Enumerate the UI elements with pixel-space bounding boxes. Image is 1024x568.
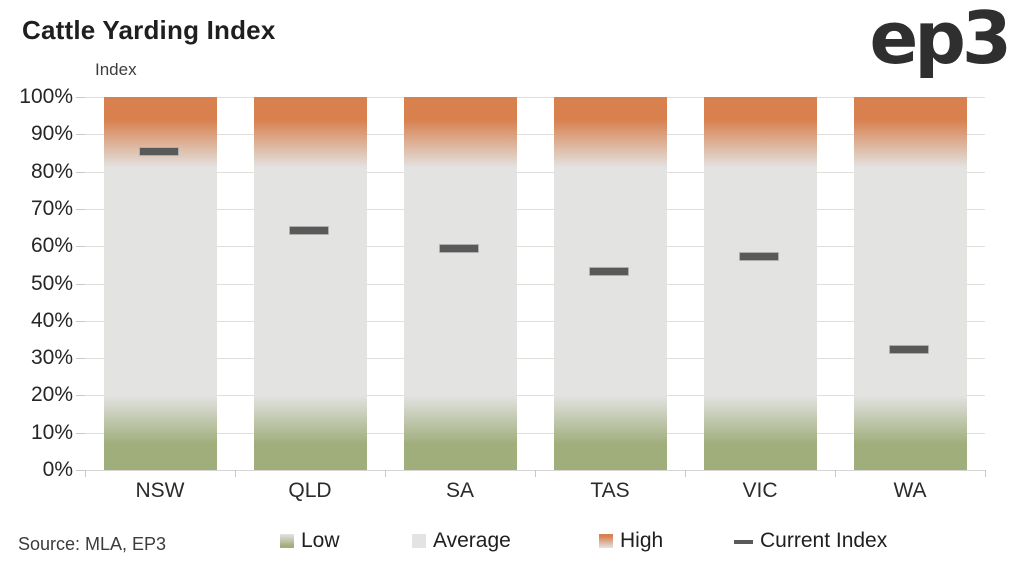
legend-item-low: Low [280,527,340,555]
gridline-20 [85,395,985,397]
x-tick-mark [385,470,386,477]
y-axis-title: Index [95,60,137,79]
gridline-80 [85,171,985,173]
gridline-70 [85,208,985,210]
y-tick-label-90: 90% [30,122,73,146]
high-swatch-icon [599,534,613,548]
current-index-dash-icon [734,539,753,544]
y-tick-mark [76,134,85,136]
x-tick-mark [235,470,236,477]
gridline-30 [85,358,985,360]
gridline-50 [85,283,985,285]
x-tick-mark [985,470,986,477]
x-axis-label-qld: QLD [288,479,332,502]
y-tick-label-10: 10% [30,420,73,444]
legend-label-low: Low [301,529,340,552]
y-tick-label-20: 20% [30,383,73,407]
y-tick-mark [76,395,85,397]
y-tick-mark [76,358,85,360]
y-tick-label-40: 40% [30,308,73,332]
x-axis-label-vic: VIC [742,479,778,502]
y-tick-mark [76,171,85,173]
gridline-90 [85,134,985,136]
y-tick-mark [76,246,85,248]
current-index-marker-wa [889,345,929,355]
band-bar-sa [403,97,517,470]
current-index-marker-vic [739,251,779,261]
y-tick-label-60: 60% [30,234,73,258]
y-tick-label-50: 50% [30,271,73,295]
y-tick-label-0: 0% [42,458,73,481]
legend: Low Average High Current Index [0,527,1024,555]
gridline-100 [85,97,985,98]
legend-item-average: Average [412,527,511,555]
x-axis-label-wa: WA [893,479,927,502]
y-tick-mark [76,432,85,434]
chart-title: Cattle Yarding Index [22,15,276,45]
gridline-40 [85,320,985,322]
legend-label-average: Average [433,529,511,552]
y-tick-mark [76,320,85,322]
x-tick-mark [535,470,536,477]
legend-label-high: High [620,529,664,552]
x-tick-mark [685,470,686,477]
x-axis-label-sa: SA [445,479,474,502]
y-tick-label-70: 70% [30,196,73,220]
legend-label-current-index: Current Index [760,529,888,552]
y-tick-mark [76,283,85,285]
legend-item-current-index: Current Index [734,527,887,555]
gridline-60 [85,246,985,248]
average-swatch-icon [412,534,426,548]
band-bar-qld [253,97,367,470]
gridline-10 [85,432,985,434]
y-tick-mark [76,208,85,210]
y-tick-label-80: 80% [30,159,73,183]
current-index-marker-nsw [139,147,179,157]
x-tick-mark [85,470,86,477]
x-axis-label-tas: TAS [590,479,630,502]
y-tick-mark [76,470,85,471]
current-index-marker-qld [289,225,329,235]
band-bar-nsw [103,97,217,470]
x-tick-mark [835,470,836,477]
plot-area: 0% 10% 20% 30% 40% 50% 60% 70% 80% 90% 100% [19,85,986,481]
x-axis-label-nsw: NSW [135,479,185,502]
band-bar-wa [853,97,967,470]
current-index-marker-sa [439,244,479,254]
y-tick-label-100: 100% [19,85,73,108]
low-swatch-icon [280,534,294,548]
current-index-marker-tas [589,266,629,276]
ep3-logo: ep3 [869,0,1012,80]
y-tick-mark [76,97,85,98]
legend-item-high: High [599,527,663,555]
band-bar-tas [553,97,667,470]
band-bar-vic [703,97,817,470]
y-tick-label-30: 30% [30,346,73,370]
source-note: Source: MLA, EP3 [18,534,167,554]
